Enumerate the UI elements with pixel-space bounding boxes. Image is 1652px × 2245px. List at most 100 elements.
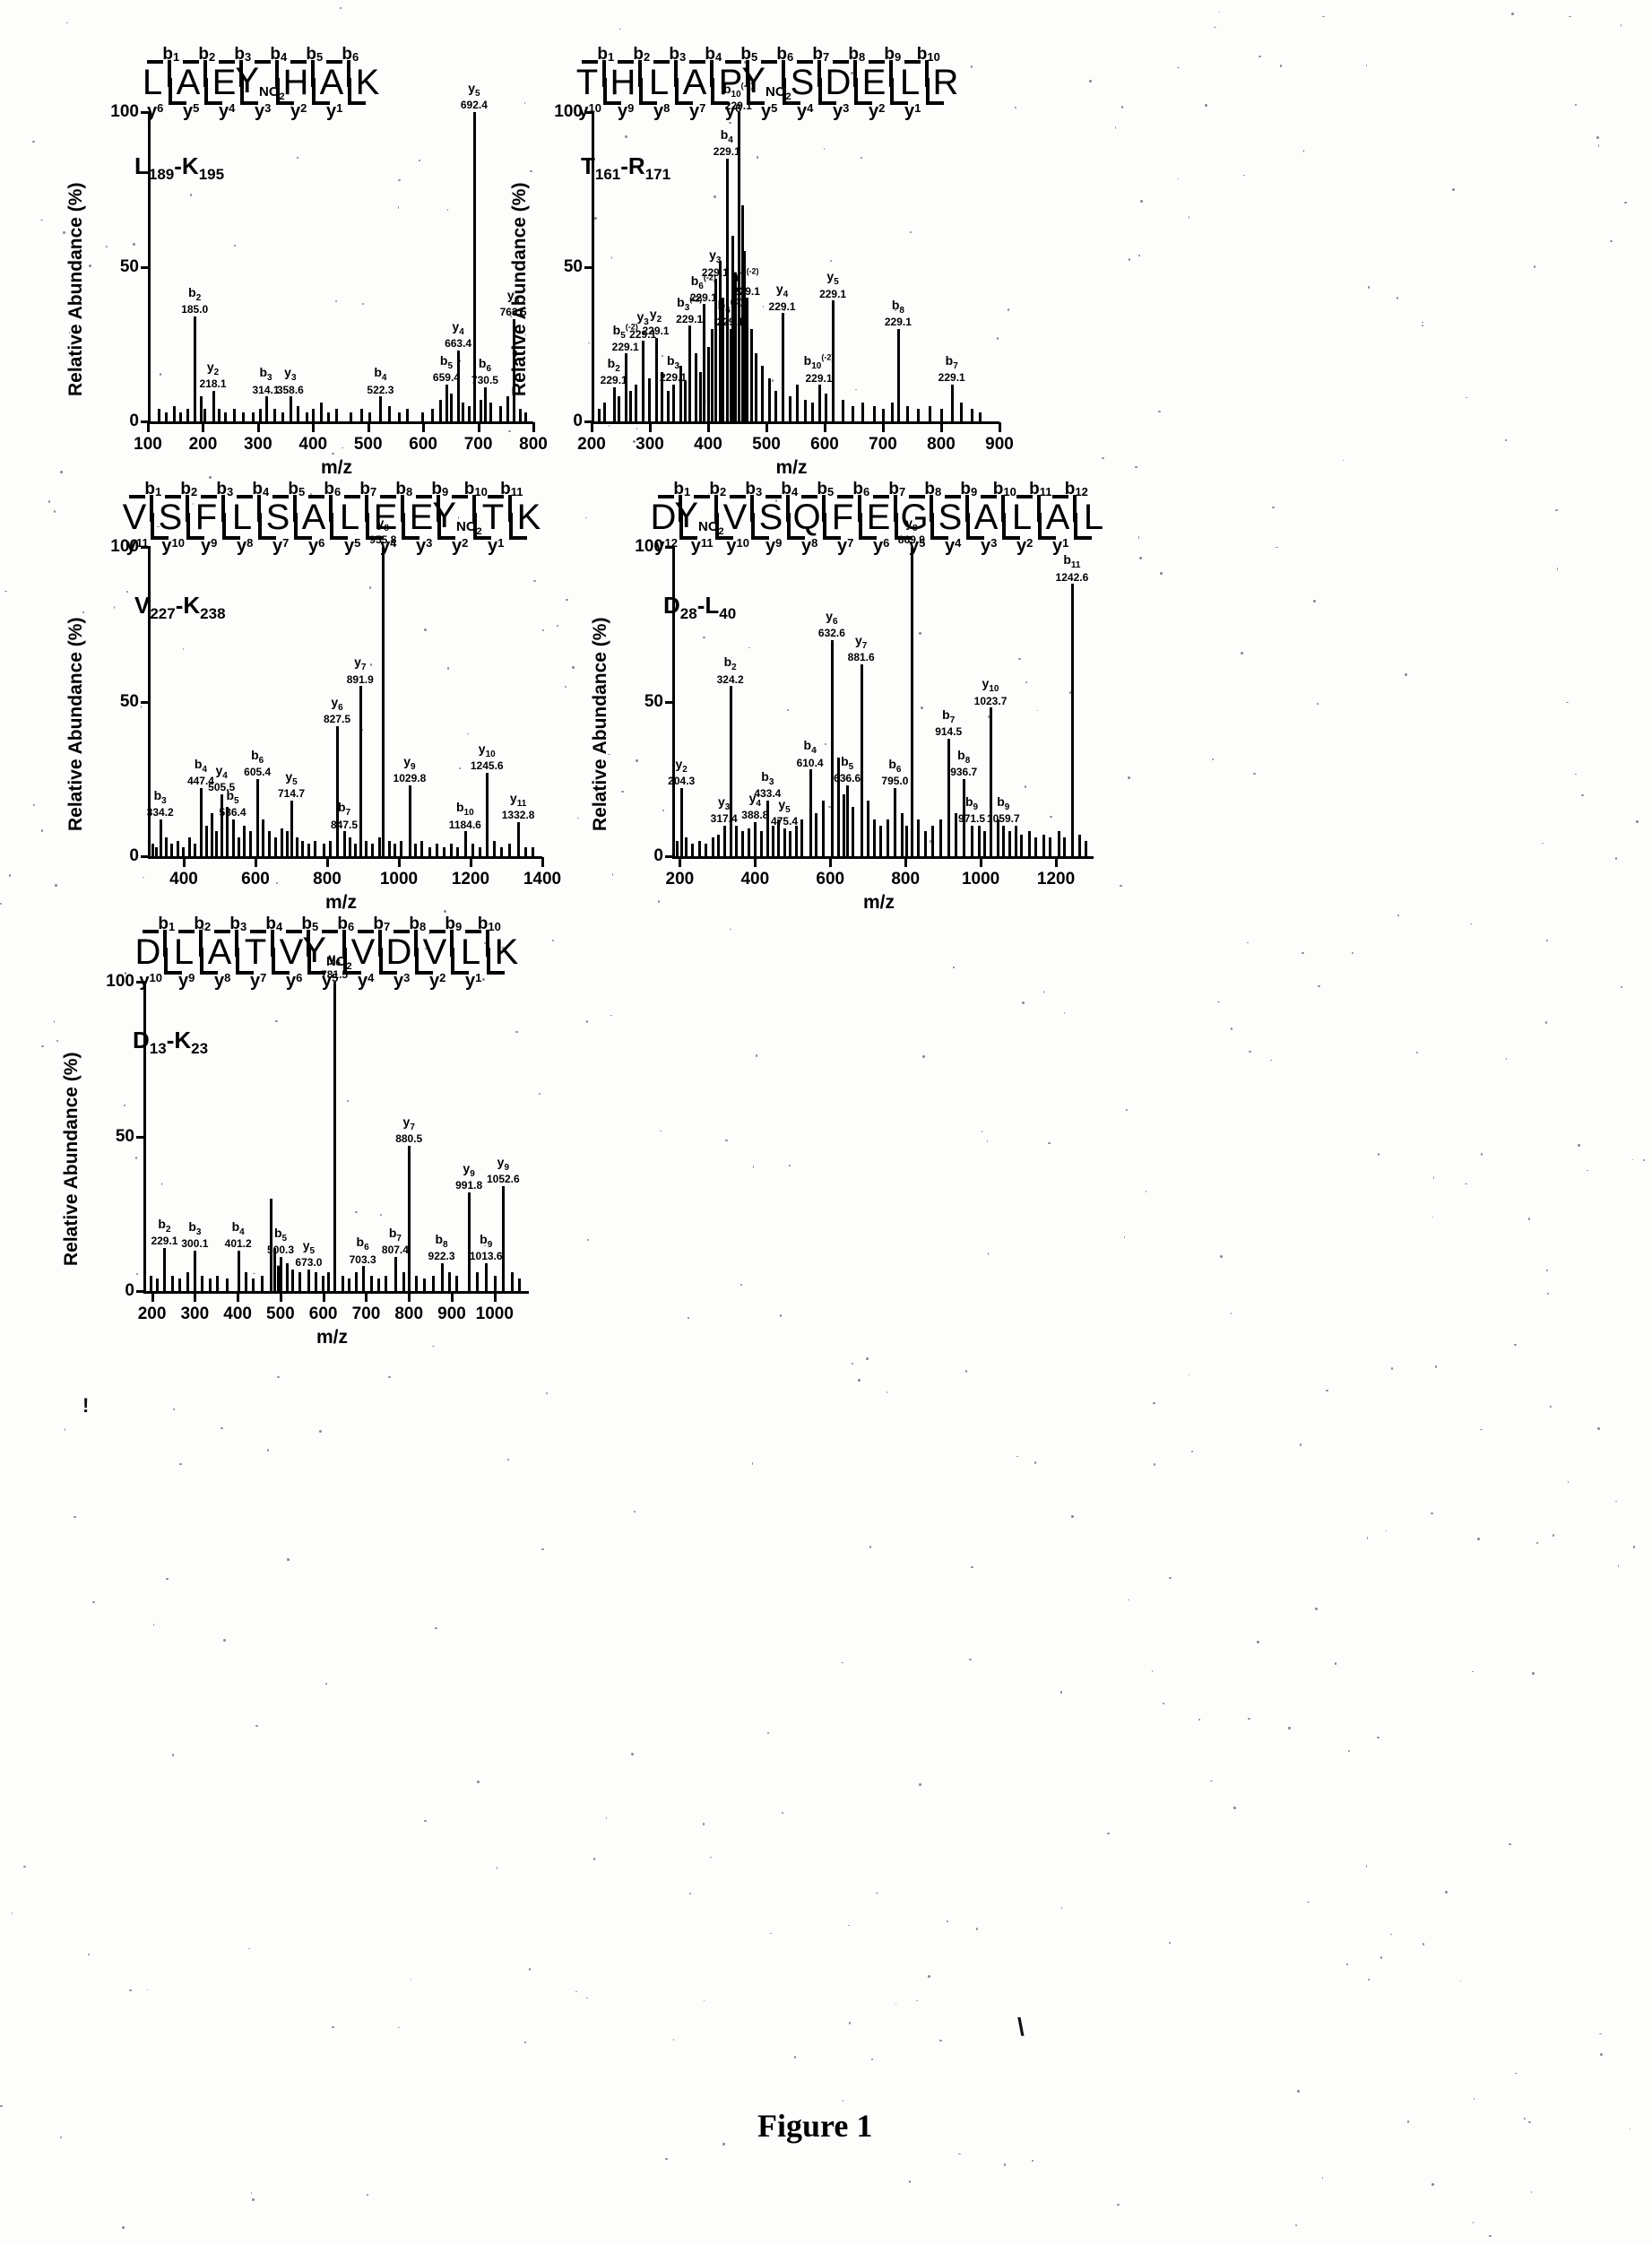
scan-speckle [1624,202,1627,204]
peak-label-b3: b3300.1 [181,1220,208,1250]
peak [281,412,284,421]
scan-speckle [1515,2073,1518,2074]
x-tick [649,422,652,432]
peak [494,1276,497,1291]
scan-speckle [1135,466,1137,468]
y-ion-tag: y8 [227,537,263,559]
scan-speckle [1089,80,1092,82]
peak [603,403,606,421]
peak-b2 [163,1248,166,1291]
scan-speckle [1477,1538,1480,1540]
peak [450,394,453,421]
peak [327,412,330,421]
peak-label-b2: b2185.0 [181,286,208,316]
x-tick-label: 600 [796,435,853,455]
peak-b4 [238,1251,240,1291]
peak-y10 [990,707,992,856]
peak [489,403,492,421]
scan-speckle [1575,104,1577,106]
scan-speckle [852,1363,853,1365]
peak [211,813,213,856]
x-tick [1055,857,1058,867]
scan-speckle [33,804,35,806]
residue-box: L [332,498,368,537]
peak [873,819,876,856]
scan-speckle [1386,1530,1387,1531]
peak-b7 [343,831,346,856]
peak [170,844,173,856]
residue-t-1: T [569,63,605,102]
scan-speckle [1163,1703,1164,1704]
peak [901,813,904,856]
peak-b6(-2) [703,304,705,421]
x-tick-label: 300 [621,435,679,455]
y-ion-tag: y4 [209,102,245,124]
peak [155,847,158,856]
peak-label-y4: y4663.4 [445,320,471,350]
residue-l-7: L [332,498,368,537]
scan-speckle [1542,843,1544,844]
peak [979,412,982,421]
peak [215,831,218,856]
scan-speckle [541,1548,544,1550]
scan-speckle [1069,691,1071,694]
y-ion-tag: y4 [348,972,384,993]
residue-box: E [856,63,892,102]
scan-speckle [1423,1943,1424,1946]
residue-box: T [238,932,273,972]
y-ion-tag: y2 [859,102,895,124]
scan-speckle [1158,411,1161,412]
scan-speckle [347,1100,349,1102]
scan-speckle [23,1866,26,1868]
scan-speckle [419,160,420,161]
peak-label-y6: y6632.6 [818,610,845,639]
scan-speckle [1555,509,1558,511]
scan-speckle [1280,65,1282,67]
peak-y2 [680,788,683,856]
scan-speckle [1397,914,1399,916]
scan-speckle [1178,178,1179,179]
residue-s-4: S [753,498,789,537]
scan-speckle [988,715,990,718]
peak-label-b11: b111242.6 [1056,553,1089,583]
scan-speckle [789,1165,791,1166]
scan-speckle [1532,1672,1535,1675]
scan-speckle [710,1857,712,1858]
scan-speckle [41,1045,44,1047]
scan-speckle [1303,150,1304,152]
scan-speckle [122,2226,125,2229]
residue-d-1: D [130,932,166,972]
x-tick-label: 900 [971,435,1028,455]
x-tick-label: 400 [679,435,737,455]
peak-label-y5: y5692.4 [461,82,488,111]
residue-l-13: L [1076,498,1111,537]
scan-speckle [1064,1012,1065,1014]
scan-speckle [1205,104,1207,107]
scan-speckle [1212,758,1214,760]
x-tick-label: 1200 [1027,870,1085,889]
peak [960,403,963,421]
residue-l-3: L [641,63,677,102]
scan-speckle [1368,1979,1370,1981]
scan-speckle [234,245,236,247]
scan-speckle [1352,952,1354,954]
scan-speckle [910,231,912,233]
peak-b7 [951,385,954,421]
peak [355,1272,358,1291]
scan-speckle [610,1015,612,1016]
scan-speckle [588,342,590,343]
scan-speckle [1043,991,1044,993]
scan-speckle [1257,1641,1259,1643]
peak [226,1279,229,1291]
peak [1063,837,1066,856]
residue-d-8: D [820,63,856,102]
residue-v-9: V [417,932,453,972]
peak [917,409,920,421]
peak [939,819,942,856]
scan-speckle [866,1357,869,1360]
y-tick [584,266,594,269]
residue-k-12: K [511,498,547,537]
y-tick-label: 50 [92,257,139,277]
peak [761,366,764,421]
peak [306,412,308,421]
